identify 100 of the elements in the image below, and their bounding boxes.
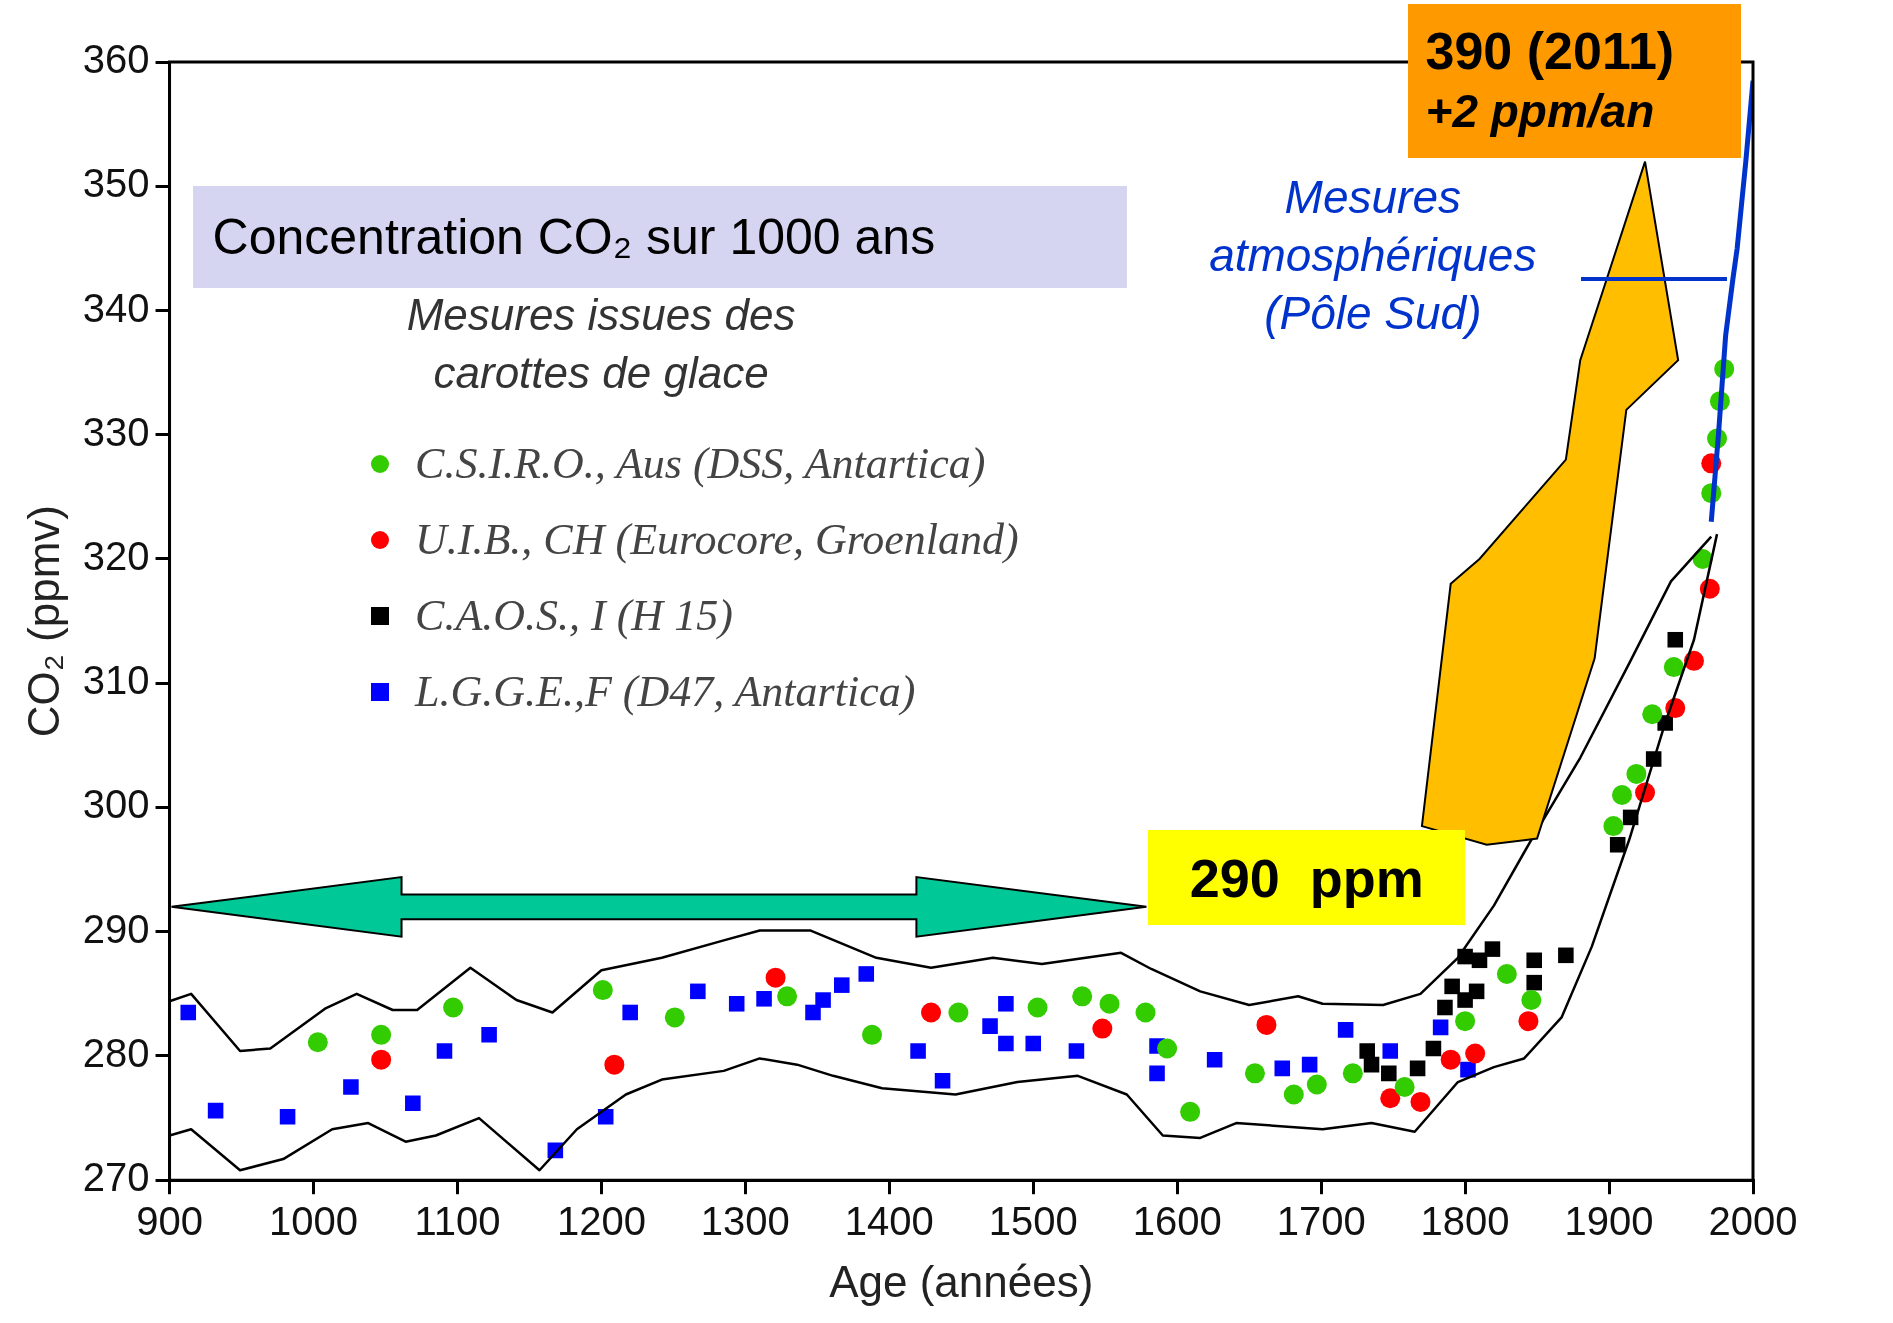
- text: Mesures atmosphériques (Pôle Sud): [1208, 169, 1538, 341]
- point: [1072, 986, 1093, 1007]
- point: [343, 1079, 359, 1095]
- x-tick-label: 1300: [700, 1199, 790, 1244]
- y-tick-label: 330: [82, 409, 150, 454]
- point: [1526, 974, 1542, 991]
- point: [1526, 952, 1542, 969]
- point: [1283, 1084, 1304, 1105]
- legend-label: C.S.I.R.O., Aus (DSS, Antartica): [415, 438, 986, 490]
- legend-label: U.I.B., CH (Eurocore, Groenland): [415, 514, 1019, 566]
- x-tick-label: 1700: [1276, 1199, 1366, 1244]
- annotation: 390 (2011): [1425, 20, 1676, 81]
- x-tick-label: 1200: [556, 1199, 646, 1244]
- point: [1471, 952, 1488, 969]
- point: [862, 1024, 883, 1045]
- point: [834, 977, 850, 993]
- legend-label: C.A.O.S., I (H 15): [415, 590, 733, 642]
- point: [664, 1007, 685, 1028]
- point: [805, 1004, 821, 1021]
- y-tick-label: 280: [82, 1030, 150, 1075]
- point: [690, 983, 706, 1000]
- y-tick-label: 290: [82, 906, 150, 951]
- point: [815, 992, 831, 1008]
- point: [948, 1002, 969, 1023]
- point: [1027, 997, 1048, 1018]
- x-tick-label: 1000: [269, 1199, 358, 1244]
- point: [1382, 1043, 1399, 1059]
- x-axis-title: Age (années): [829, 1256, 1094, 1306]
- legend-label: L.G.G.E.,F (D47, Antartica): [415, 666, 916, 718]
- point: [998, 996, 1014, 1012]
- y-tick-label: 310: [82, 658, 150, 703]
- x-tick-label: 1800: [1420, 1199, 1510, 1244]
- point: [443, 997, 464, 1018]
- point: [436, 1043, 453, 1059]
- y-tick-label: 270: [82, 1155, 150, 1200]
- point: [1244, 1063, 1265, 1084]
- point: [1496, 963, 1517, 984]
- x-tick-label: 1400: [844, 1199, 934, 1244]
- point: [1306, 1074, 1327, 1095]
- point: [1521, 990, 1542, 1011]
- point: [1642, 704, 1663, 725]
- point: [1558, 947, 1574, 964]
- point: [1409, 1060, 1426, 1077]
- point: [1484, 941, 1501, 957]
- point: [777, 986, 798, 1007]
- point: [1626, 763, 1647, 784]
- point: [307, 1032, 328, 1053]
- point: [1603, 816, 1624, 837]
- point: [1025, 1035, 1042, 1052]
- point: [1437, 999, 1453, 1016]
- x-tick-label: 2000: [1708, 1199, 1798, 1244]
- point: [207, 1102, 224, 1119]
- point: [1432, 1019, 1449, 1036]
- point: [1301, 1056, 1318, 1073]
- point: [1342, 1063, 1363, 1084]
- point: [921, 1002, 942, 1023]
- point: [1157, 1038, 1178, 1059]
- point: [1337, 1022, 1354, 1038]
- y-axis-title: CO₂ (ppmv): [18, 505, 68, 738]
- point: [481, 1027, 497, 1043]
- x-tick-label: 1500: [988, 1199, 1078, 1244]
- point: [756, 991, 772, 1007]
- point: [1274, 1060, 1291, 1077]
- point: [1609, 836, 1626, 853]
- point: [934, 1073, 951, 1089]
- point: [765, 967, 786, 988]
- point: [371, 1049, 392, 1070]
- point: [982, 1018, 998, 1034]
- point: [1068, 1043, 1085, 1059]
- point: [858, 966, 875, 982]
- point: [405, 1095, 421, 1111]
- point: [1092, 1018, 1113, 1039]
- y-tick-label: 360: [82, 37, 150, 82]
- point: [1440, 1049, 1461, 1070]
- point: [1381, 1065, 1397, 1082]
- point: [1444, 978, 1460, 995]
- point: [998, 1035, 1014, 1052]
- point: [1425, 1040, 1442, 1057]
- point: [1206, 1051, 1223, 1068]
- y-tick-label: 350: [82, 161, 150, 206]
- x-tick-label: 900: [136, 1199, 203, 1244]
- point: [1518, 1011, 1539, 1032]
- point: [1363, 1056, 1380, 1073]
- point: [1455, 1011, 1476, 1032]
- point: [1460, 1061, 1476, 1078]
- point: [1663, 657, 1684, 678]
- point: [1394, 1077, 1415, 1098]
- point: [622, 1004, 638, 1021]
- point: [1667, 631, 1684, 648]
- legend-title: Mesures issues des carottes de glace: [405, 288, 797, 399]
- point: [910, 1043, 926, 1059]
- point: [1180, 1101, 1201, 1122]
- point: [1410, 1091, 1431, 1112]
- x-tick-label: 1100: [414, 1199, 501, 1244]
- x-tick-label: 1900: [1564, 1199, 1654, 1244]
- point: [1135, 1002, 1156, 1023]
- point: [1149, 1065, 1165, 1082]
- point: [604, 1054, 625, 1075]
- y-tick-label: 320: [82, 534, 150, 579]
- point: [1465, 1043, 1486, 1064]
